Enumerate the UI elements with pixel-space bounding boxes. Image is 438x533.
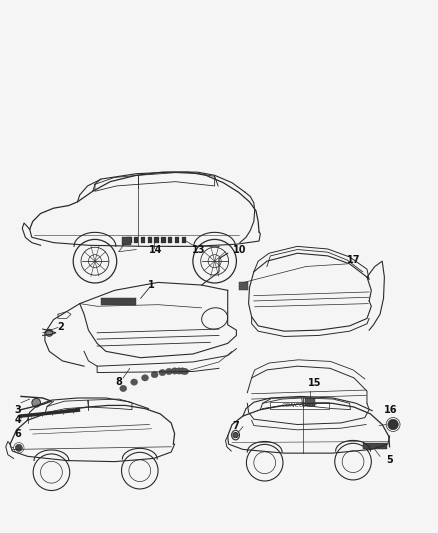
Circle shape [15,445,22,451]
Ellipse shape [176,368,183,374]
Text: 3: 3 [14,405,21,415]
Bar [182,237,186,243]
Text: 6: 6 [14,429,21,439]
Text: 17: 17 [347,255,360,265]
Ellipse shape [159,369,166,376]
Bar [161,237,166,243]
Bar [270,402,329,409]
Circle shape [388,419,398,430]
Text: 15: 15 [308,378,321,388]
Text: 7: 7 [232,421,239,431]
Text: 8: 8 [116,377,122,387]
Bar [122,237,131,245]
Text: 14: 14 [149,245,162,255]
Bar [102,298,136,305]
Text: 10: 10 [233,245,247,255]
Text: CONCORDE: CONCORDE [281,403,318,408]
Bar [141,237,145,243]
Ellipse shape [166,368,173,375]
Text: 4: 4 [14,415,21,425]
Bar [134,237,138,243]
Text: 5: 5 [386,455,393,465]
Bar [363,442,387,449]
Text: 2: 2 [57,322,64,333]
Bar [168,237,172,243]
Bar [127,237,131,243]
Ellipse shape [182,368,188,375]
Ellipse shape [151,372,158,378]
Text: 13: 13 [192,245,206,255]
Bar [305,398,315,407]
Bar [148,237,152,243]
Text: 16: 16 [384,405,398,415]
Circle shape [32,398,41,407]
Circle shape [233,432,238,438]
Ellipse shape [120,385,127,392]
Ellipse shape [141,375,148,381]
Text: 1: 1 [148,280,155,290]
Bar [239,282,248,290]
Circle shape [46,329,53,336]
Ellipse shape [131,379,138,385]
Ellipse shape [179,368,186,374]
Bar [175,237,179,243]
Bar [154,237,159,243]
Ellipse shape [171,368,178,374]
